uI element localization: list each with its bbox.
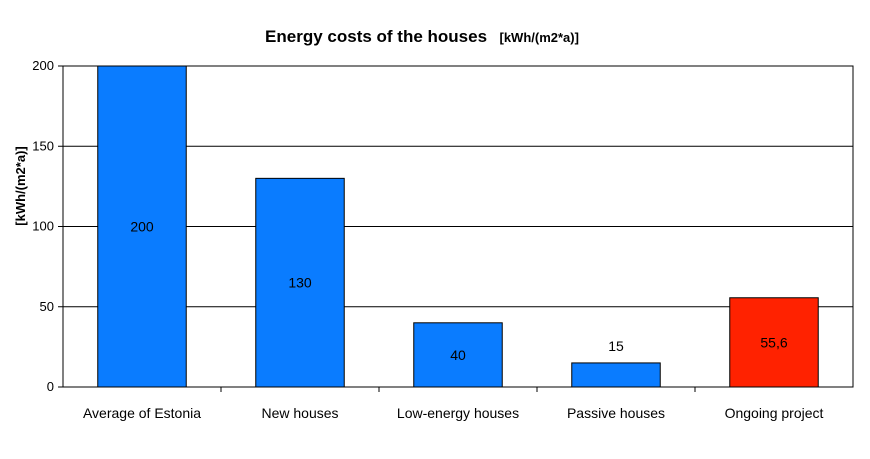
- chart-title: Energy costs of the houses [kWh/(m2*a)]: [265, 27, 579, 46]
- y-axis-label: [kWh/(m2*a)]: [13, 146, 28, 225]
- data-label: 55,6: [760, 334, 787, 350]
- plot-border: [62, 65, 854, 388]
- data-label: 40: [450, 347, 466, 363]
- bar: [413, 322, 503, 388]
- data-label: 200: [130, 219, 154, 235]
- data-label: 15: [608, 338, 624, 354]
- x-tick-labels: Average of Estonia New houses Low-energy h…: [83, 405, 824, 421]
- y-tick-label: 200: [32, 58, 54, 73]
- y-tick-label: 150: [32, 138, 54, 153]
- x-tick-label: New houses: [261, 405, 338, 421]
- y-tick-labels: 0 50 100 150 200: [32, 58, 54, 394]
- bar: [571, 362, 661, 388]
- chart-title-main: Energy costs of the houses: [265, 27, 487, 46]
- x-tick-label: Passive houses: [567, 405, 665, 421]
- x-tick-label: Average of Estonia: [83, 405, 201, 421]
- bar: [255, 177, 345, 388]
- data-label: 130: [288, 275, 312, 291]
- data-labels: 200 130 40 15 55,6: [130, 219, 788, 363]
- bar: [729, 297, 819, 388]
- y-tick-label: 0: [47, 379, 54, 394]
- x-tick-label: Ongoing project: [725, 405, 824, 421]
- y-tick-label: 100: [32, 219, 54, 234]
- y-tick-label: 50: [40, 299, 54, 314]
- axes: [58, 65, 854, 392]
- bars: [97, 65, 819, 388]
- x-tick-label: Low-energy houses: [397, 405, 519, 421]
- chart-title-unit: [kWh/(m2*a)]: [500, 30, 579, 45]
